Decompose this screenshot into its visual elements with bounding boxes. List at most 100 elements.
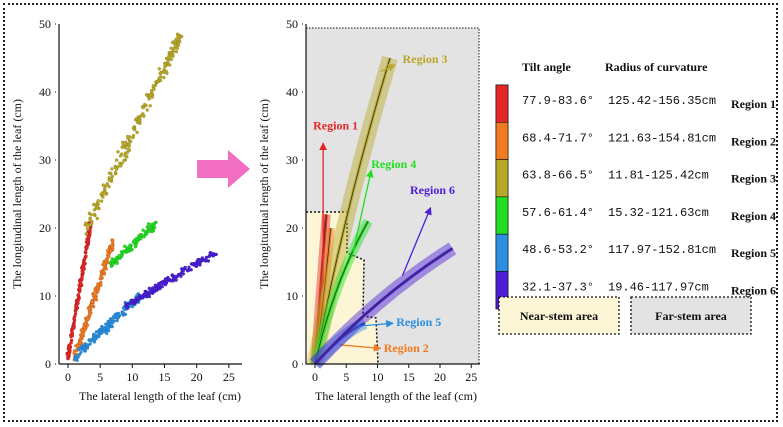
region-bands: Region 1 Region 2 Region 3 Region 4 Region 5… (307, 52, 457, 369)
scatter-point (75, 305, 79, 310)
scatter-point (115, 261, 119, 265)
tilt-value: 77.9-83.6° (522, 94, 594, 108)
scatter-point (179, 34, 184, 39)
scatter-point (88, 342, 92, 346)
scatter-point (78, 341, 82, 345)
scatter-point (190, 262, 195, 267)
right-y-tick-label: 50 (286, 17, 298, 31)
scatter-point (123, 146, 128, 150)
scatter-point (122, 158, 126, 163)
right-x-tick-label: 20 (434, 370, 446, 384)
right-y-label: The longitudinal length of the leaf (cm) (257, 99, 271, 289)
radius-value: 15.32-121.63cm (608, 206, 709, 220)
left-x-tick-label: 25 (223, 370, 235, 384)
region-arrow (351, 169, 374, 256)
region-arrow (352, 319, 394, 328)
right-y-tick-label: 0 (292, 357, 298, 371)
scatter-point (90, 299, 94, 304)
scatter-point (147, 226, 151, 230)
tilt-value: 48.6-53.2° (522, 243, 594, 257)
scatter-point (73, 311, 78, 316)
table-header-radius: Radius of curvature (605, 60, 708, 74)
scatter-point (119, 164, 123, 168)
scatter-point (137, 296, 141, 300)
scatter-point (158, 78, 163, 83)
region-arrow (339, 343, 382, 352)
scatter-point (148, 104, 152, 108)
scatter-point (128, 139, 133, 144)
radius-value: 121.63-154.81cm (608, 131, 716, 145)
scatter-point (99, 280, 103, 285)
scatter-point (145, 290, 149, 294)
scatter-point (106, 254, 111, 259)
scatter-point (122, 249, 126, 253)
scatter-point (135, 120, 140, 125)
figure-frame (3, 3, 778, 422)
right-y-tick-label: 20 (286, 221, 298, 235)
region-label: Region 5 (396, 315, 441, 329)
scatter-point (83, 256, 87, 261)
scatter-point (73, 354, 78, 359)
scatter-point (83, 261, 87, 266)
scatter-point (68, 343, 72, 348)
scatter-point (114, 158, 119, 162)
scatter-point (110, 174, 115, 179)
scatter-point (144, 92, 149, 97)
region-table: Tilt angle Radius of curvature 77.9-83.6… (495, 60, 776, 310)
scatter-point (167, 63, 172, 67)
scatter-point (165, 278, 169, 283)
scatter-point (127, 142, 132, 147)
scatter-point (92, 335, 96, 340)
scatter-point (115, 258, 119, 262)
scatter-point (95, 216, 100, 221)
left-x-tick-label: 5 (97, 370, 103, 384)
scatter-point (130, 247, 134, 252)
left-y-tick-label: 40 (39, 85, 51, 99)
scatter-point (101, 195, 105, 199)
scatter-point (121, 311, 126, 315)
region-row-label: Region 1 (731, 97, 776, 111)
left-y-tick-label: 30 (39, 153, 51, 167)
scatter-point (177, 40, 182, 44)
scatter-point (157, 76, 161, 80)
scatter-point (141, 228, 145, 232)
scatter-point (74, 299, 79, 303)
scatter-point (72, 351, 76, 356)
scatter-point (105, 326, 110, 330)
scatter-point (93, 296, 97, 300)
scatter-point (162, 67, 166, 72)
scatter-point (181, 268, 186, 273)
scatter-point (119, 152, 124, 156)
scatter-point (79, 282, 83, 287)
scatter-point (151, 84, 156, 88)
scatter-point (174, 49, 179, 54)
scatter-point (76, 293, 80, 298)
scatter-point (78, 347, 82, 351)
scatter-point (105, 182, 109, 187)
scatter-point (161, 70, 166, 75)
tilt-value: 57.6-61.4° (522, 206, 594, 220)
right-x-tick-label: 5 (343, 370, 349, 384)
scatter-point (113, 170, 118, 174)
scatter-point (132, 239, 137, 243)
scatter-chart: 0 5 10 15 20 25 0 10 20 30 40 50 The lateral length… (10, 17, 242, 403)
scatter-point (164, 56, 169, 61)
tilt-value: 32.1-37.3° (522, 281, 594, 295)
left-y-label: The longitudinal length of the leaf (cm) (10, 99, 24, 289)
scatter-point (107, 171, 112, 175)
radius-value: 117.97-152.81cm (608, 243, 716, 257)
scatter-point (164, 69, 168, 74)
table-rows: 77.9-83.6° 125.42-156.35cm Region 1 68.4-71… (495, 84, 776, 310)
scatter-point (147, 294, 152, 299)
left-x-tick-label: 20 (191, 370, 203, 384)
scatter-point (104, 331, 109, 336)
scatter-point (81, 332, 86, 336)
scatter-point (116, 312, 121, 316)
scatter-point (104, 322, 108, 326)
scatter-point (72, 315, 77, 320)
scatter-point (85, 226, 90, 231)
right-x-tick-label: 0 (312, 370, 318, 384)
scatter-point (161, 281, 165, 285)
scatter-point (100, 275, 104, 279)
